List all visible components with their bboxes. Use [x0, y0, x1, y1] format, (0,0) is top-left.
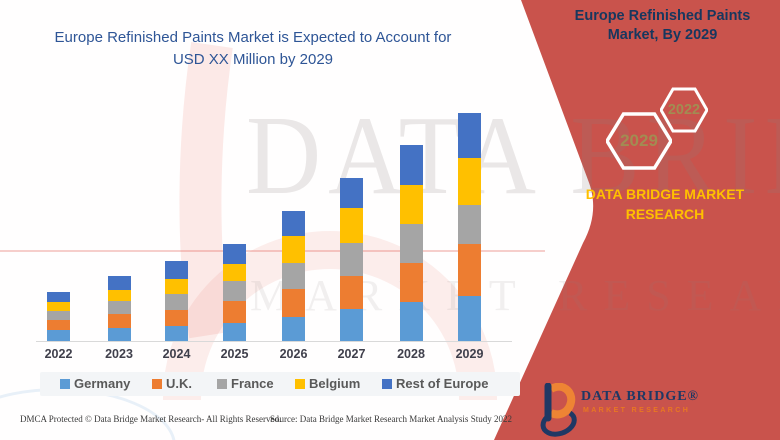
legend-swatch-icon [60, 379, 70, 389]
bar-segment-germany-2027 [340, 309, 363, 341]
legend-swatch-icon [217, 379, 227, 389]
bar-segment-france-2028 [399, 224, 423, 263]
bar-segment-france-2023 [107, 301, 131, 314]
bar-segment-rest-of-europe-2025 [223, 244, 246, 264]
hexagon-outline-icon [660, 87, 708, 133]
bar-segment-u-k--2024 [165, 310, 188, 326]
chart-title-line2: USD XX Million by 2029 [172, 51, 334, 68]
bar-segment-belgium-2022 [47, 301, 70, 311]
bar-segment-u-k--2027 [340, 276, 363, 309]
x-tick-label-2025: 2025 [220, 347, 249, 361]
bar-segment-u-k--2025 [223, 301, 246, 323]
legend-swatch-icon [295, 379, 305, 389]
hexagon-outline-icon [606, 112, 672, 170]
bar-segment-belgium-2023 [107, 290, 131, 301]
bar-segment-belgium-2026 [282, 236, 305, 263]
legend-label: Belgium [309, 376, 361, 391]
legend-swatch-icon [152, 379, 162, 389]
plot-area: 2022 2023 2024 2025 2026 2027 2028 2029 [36, 113, 512, 361]
hexagon-2029-label: 2029 [620, 131, 658, 150]
bar-segment-rest-of-europe-2027 [340, 178, 363, 208]
bar-segment-germany-2023 [107, 328, 131, 341]
x-tick-label-2026: 2026 [279, 347, 308, 361]
legend-label: France [231, 376, 274, 391]
brand-tagline-line1: DATA BRIDGE MARKET [585, 186, 745, 202]
bar-segment-france-2025 [223, 281, 246, 301]
bar-segment-rest-of-europe-2028 [399, 145, 423, 185]
bar-segment-france-2024 [165, 294, 188, 310]
bar-segment-belgium-2027 [340, 208, 363, 243]
right-panel-title-line2: Market, By 2029 [607, 27, 718, 43]
bar-segment-rest-of-europe-2024 [165, 261, 188, 279]
bar-segment-germany-2022 [47, 330, 70, 341]
databridge-b-icon [540, 383, 577, 437]
bar-segment-germany-2024 [165, 326, 188, 341]
right-panel-title: Europe Refinished Paints Market, By 2029 [555, 7, 770, 45]
bar-segment-u-k--2029 [458, 244, 481, 296]
footer-source-text: Source: Data Bridge Market Research Mark… [270, 414, 512, 424]
bar-segment-u-k--2026 [282, 289, 305, 317]
brand-tagline-line2: RESEARCH [625, 206, 705, 222]
bar-segment-germany-2026 [282, 317, 305, 341]
legend-label: Rest of Europe [396, 376, 489, 391]
bar-segment-france-2022 [47, 311, 70, 320]
bar-segment-germany-2029 [458, 296, 481, 341]
bar-segment-belgium-2025 [223, 264, 246, 281]
x-tick-label-2024: 2024 [162, 347, 191, 361]
bar-segment-belgium-2028 [399, 185, 423, 224]
x-axis-line [36, 341, 512, 342]
legend-swatch-icon [382, 379, 392, 389]
footer-dmca-text: DMCA Protected © Data Bridge Market Rese… [20, 414, 282, 424]
bar-segment-france-2027 [340, 243, 363, 276]
bar-segment-rest-of-europe-2022 [47, 292, 70, 302]
hexagon-2022-label: 2022 [667, 102, 701, 118]
chart-legend: Germany U.K. France Belgium Rest of Europe [40, 372, 520, 396]
bar-segment-rest-of-europe-2026 [282, 211, 305, 236]
bar-segment-france-2026 [282, 263, 305, 289]
legend-label: Germany [74, 376, 131, 391]
brand-tagline: DATA BRIDGE MARKET RESEARCH [556, 184, 774, 224]
hexagon-2022-badge: 2022 [660, 87, 708, 133]
bar-segment-u-k--2023 [107, 314, 131, 328]
x-tick-label-2027: 2027 [337, 347, 366, 361]
x-tick-label-2029: 2029 [455, 347, 484, 361]
bar-segment-rest-of-europe-2029 [458, 113, 481, 158]
legend-label: U.K. [166, 376, 192, 391]
bar-segment-rest-of-europe-2023 [107, 276, 131, 290]
bar-segment-germany-2025 [223, 323, 246, 341]
bar-segment-u-k--2022 [47, 320, 70, 330]
bar-segment-belgium-2024 [165, 279, 188, 294]
x-tick-label-2028: 2028 [397, 347, 425, 361]
bar-segment-france-2029 [458, 205, 481, 244]
chart-title: Europe Refinished Paints Market is Expec… [28, 27, 478, 71]
x-tick-label-2023: 2023 [105, 347, 133, 361]
bar-segment-belgium-2029 [458, 158, 481, 205]
x-tick-label-2022: 2022 [44, 347, 73, 361]
bar-segment-u-k--2028 [399, 263, 423, 302]
logo-tagline: MARKET RESEARCH [583, 407, 691, 414]
logo-wordmark: DATA BRIDGE® [581, 389, 700, 404]
right-panel-title-line1: Europe Refinished Paints [574, 8, 751, 24]
bar-segment-germany-2028 [399, 302, 423, 341]
chart-title-line1: Europe Refinished Paints Market is Expec… [54, 29, 452, 46]
hexagon-2029-badge: 2029 [606, 112, 672, 170]
